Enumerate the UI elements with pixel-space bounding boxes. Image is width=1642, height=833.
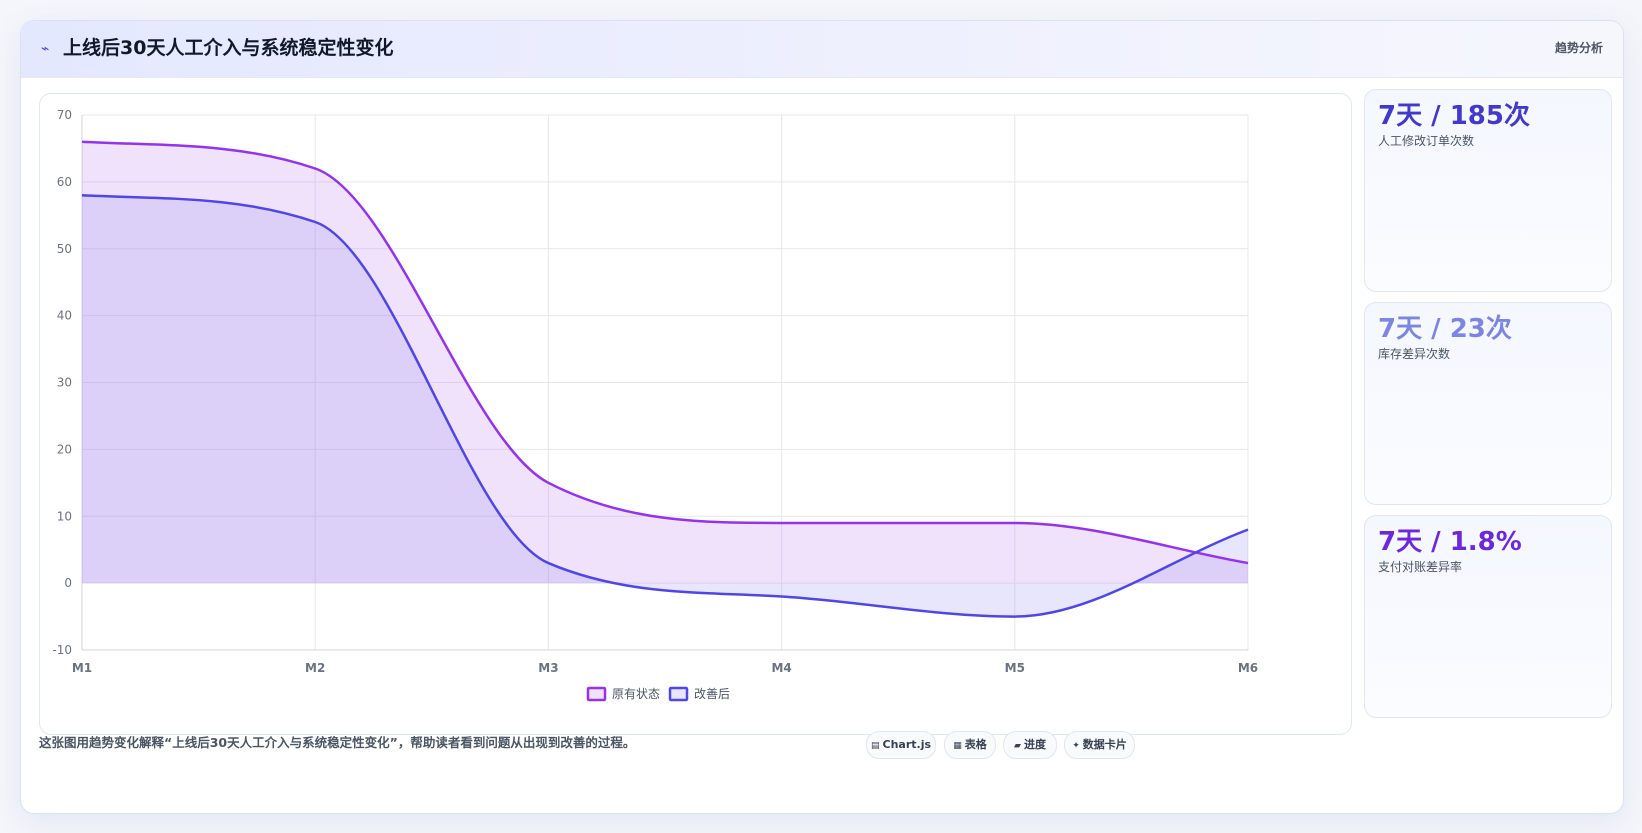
y-tick-label: 30 — [57, 376, 72, 390]
x-tick-label: M6 — [1238, 661, 1258, 675]
chart-panel: 70 60 50 40 30 20 10 0 -10 M1 M2 M3 M4 M5 M6 原有状态 改善后 — [39, 93, 1352, 735]
stat-label: 人工修改订单次数 — [1378, 134, 1475, 148]
pill-label: 数据卡片 — [1082, 738, 1127, 751]
trend-wave-icon: ⌁ — [41, 41, 50, 57]
pill-label: 表格 — [964, 738, 987, 751]
stat-value: 7天 / 23次 — [1378, 314, 1512, 344]
y-tick-label: 50 — [57, 242, 72, 256]
legend-label-1: 原有状态 — [612, 687, 660, 701]
pill-label: 进度 — [1023, 738, 1046, 751]
x-tick-label: M5 — [1005, 661, 1025, 675]
series-area-1 — [82, 141, 1248, 584]
chart-icon: ▤ — [870, 741, 880, 751]
legend-swatch-1 — [586, 686, 607, 702]
stat-value: 7天 / 185次 — [1378, 101, 1530, 131]
legend-swatch-2 — [668, 686, 689, 702]
stat-card-inventory: 7天 / 23次 库存差异次数 — [1364, 302, 1612, 505]
card-header: ⌁ 上线后30天人工介入与系统稳定性变化 趋势分析 — [21, 21, 1623, 78]
x-tick-label: M2 — [305, 661, 325, 675]
page-title: 上线后30天人工介入与系统稳定性变化 — [63, 37, 394, 59]
series-line-2 — [81, 194, 1249, 618]
stat-label: 支付对账差异率 — [1378, 560, 1463, 574]
report-card: ⌁ 上线后30天人工介入与系统稳定性变化 趋势分析 70 60 50 40 30 20 10… — [20, 20, 1624, 814]
pill-table[interactable]: ▦ 表格 — [944, 731, 996, 759]
pill-data-card[interactable]: ✦ 数据卡片 — [1064, 731, 1135, 759]
x-tick-label: M4 — [771, 661, 791, 675]
stat-label: 库存差异次数 — [1378, 347, 1451, 361]
legend-label-2: 改善后 — [694, 686, 730, 701]
stat-card-payment: 7天 / 1.8% 支付对账差异率 — [1364, 515, 1612, 718]
y-tick-label: 60 — [57, 175, 72, 189]
table-icon: ▦ — [953, 741, 962, 751]
pill-chartjs[interactable]: ▤ Chart.js — [866, 731, 936, 759]
x-tick-label: M3 — [538, 661, 558, 675]
chart-caption: 这张图用趋势变化解释“上线后30天人工介入与系统稳定性变化”，帮助读者看到问题从… — [39, 735, 636, 750]
stat-value: 7天 / 1.8% — [1378, 527, 1522, 557]
series-area-2 — [82, 195, 1248, 617]
series-line-1 — [81, 140, 1249, 565]
y-tick-label: 70 — [57, 108, 72, 122]
y-tick-label: 0 — [64, 576, 72, 590]
pill-progress[interactable]: ▰ 进度 — [1003, 731, 1057, 759]
data-card-icon: ✦ — [1072, 741, 1080, 751]
y-tick-label: 20 — [57, 442, 72, 456]
progress-icon: ▰ — [1014, 741, 1021, 751]
pill-label: Chart.js — [882, 738, 932, 751]
y-tick-label: 40 — [57, 309, 72, 323]
stat-card-orders: 7天 / 185次 人工修改订单次数 — [1364, 89, 1612, 292]
y-tick-label: 10 — [57, 509, 72, 523]
x-tick-label: M1 — [72, 661, 92, 675]
header-tag: 趋势分析 — [1554, 41, 1603, 55]
y-tick-label: -10 — [52, 643, 72, 657]
